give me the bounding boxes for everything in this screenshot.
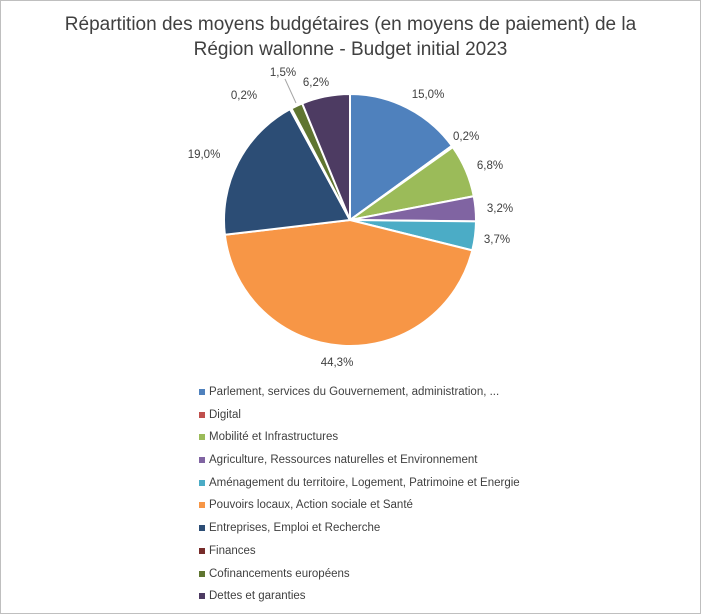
legend-swatch [199,479,205,486]
legend-swatch [199,525,205,532]
legend-swatch [199,593,205,600]
legend-item: Dettes et garanties [197,588,677,611]
legend-item: Finances [197,543,677,566]
legend-label: Mobilité et Infrastructures [209,431,339,444]
chart-legend: Parlement, services du Gouvernement, adm… [197,384,677,611]
legend-item: Agriculture, Ressources naturelles et En… [197,452,677,475]
legend-label: Dettes et garanties [209,590,306,603]
legend-swatch [199,411,205,418]
legend-item: Digital [197,407,677,430]
slice-data-label: 0,2% [453,131,479,143]
slice-data-label: 3,2% [487,203,513,215]
legend-swatch [199,502,205,509]
legend-swatch [199,434,205,441]
legend-label: Parlement, services du Gouvernement, adm… [209,386,500,398]
slice-data-label: 6,8% [477,160,503,172]
legend-swatch [199,570,205,577]
legend-label: Digital [209,408,241,421]
pie-slice [223,107,352,236]
chart-title-line-1: Répartition des moyens budgétaires (en m… [64,14,637,35]
legend-label: Aménagement du territoire, Logement, Pat… [209,476,520,489]
legend-swatch [199,547,205,554]
pie-slice [349,92,454,222]
slice-data-label: 3,7% [484,234,510,246]
slice-data-label: 44,3% [321,357,354,369]
slice-data-label: 19,0% [188,149,221,161]
slice-data-label: 15,0% [412,89,445,101]
slice-data-label: 1,5% [270,67,296,79]
chart-title-line-2: Région wallonne - Budget initial 2023 [193,39,508,60]
legend-swatch [199,389,205,395]
pie-slice [223,218,474,347]
slice-data-label: 6,2% [303,77,329,89]
legend-item: Entreprises, Emploi et Recherche [197,520,677,543]
legend-item: Aménagement du territoire, Logement, Pat… [197,475,677,498]
leader-line [284,78,297,104]
legend-label: Pouvoirs locaux, Action sociale et Santé [209,499,413,512]
legend-item: Pouvoirs locaux, Action sociale et Santé [197,497,677,520]
legend-label: Agriculture, Ressources naturelles et En… [209,454,478,467]
legend-swatch [199,457,205,464]
legend-item: Parlement, services du Gouvernement, adm… [197,384,677,407]
chart-title: Répartition des moyens budgétaires (en m… [0,12,701,62]
legend-item: Cofinancements européens [197,566,677,589]
legend-label: Entreprises, Emploi et Recherche [209,522,381,535]
legend-label: Finances [209,544,256,557]
legend-label: Cofinancements européens [209,567,350,580]
legend-item: Mobilité et Infrastructures [197,429,677,452]
slice-data-label: 0,2% [231,90,257,102]
pie-slice [300,92,351,221]
